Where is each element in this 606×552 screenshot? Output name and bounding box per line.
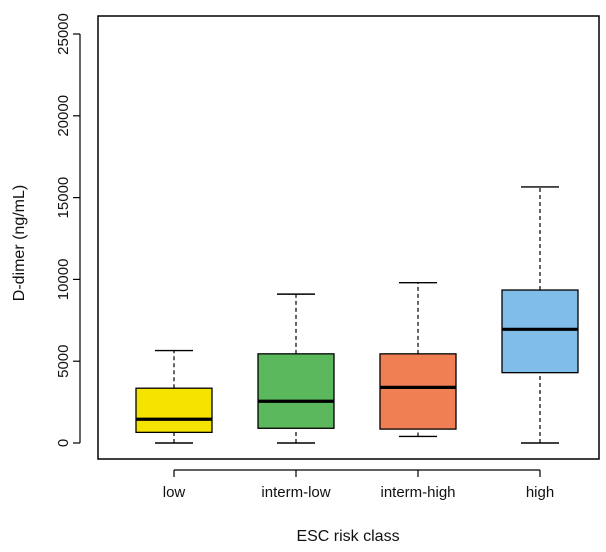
iqr-box xyxy=(258,354,334,428)
x-tick-label: interm-low xyxy=(261,484,330,501)
iqr-box xyxy=(136,388,212,432)
y-tick-label: 25000 xyxy=(55,13,72,55)
x-tick-label: low xyxy=(163,484,186,501)
iqr-box xyxy=(502,290,578,373)
box-series xyxy=(136,187,578,443)
box-interm-low xyxy=(258,294,334,443)
y-axis-title: D-dimer (ng/mL) xyxy=(11,185,28,301)
x-tick-label: high xyxy=(526,484,554,501)
box-low xyxy=(136,351,212,443)
y-tick-label: 5000 xyxy=(55,345,72,378)
x-tick-label: interm-high xyxy=(380,484,455,501)
iqr-box xyxy=(380,354,456,429)
box-high xyxy=(502,187,578,443)
x-axis-title: ESC risk class xyxy=(296,528,399,545)
x-axis: low interm-low interm-high high xyxy=(163,470,554,501)
y-tick-label: 15000 xyxy=(55,177,72,219)
y-axis: 0 5000 10000 15000 20000 25000 xyxy=(55,13,80,447)
y-tick-label: 10000 xyxy=(55,259,72,301)
y-tick-label: 0 xyxy=(55,439,72,447)
y-tick-label: 20000 xyxy=(55,95,72,137)
box-interm-high xyxy=(380,283,456,437)
